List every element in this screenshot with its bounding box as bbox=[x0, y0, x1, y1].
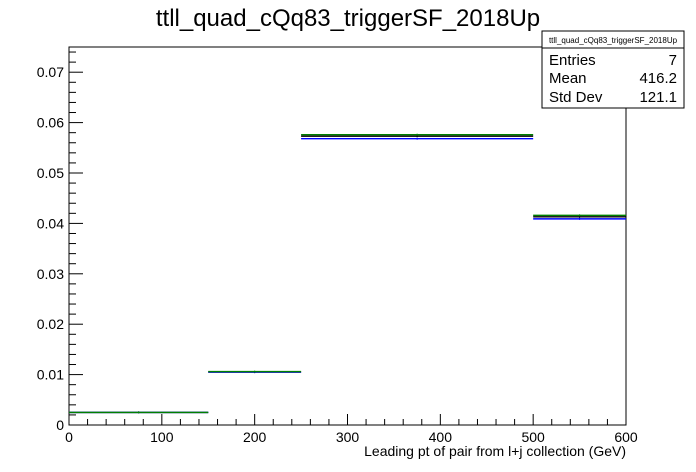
stats-stddev-label: Std Dev bbox=[549, 89, 603, 106]
chart-title: ttll_quad_cQq83_triggerSF_2018Up bbox=[156, 5, 540, 32]
stats-box: ttll_quad_cQq83_triggerSF_2018Up Entries… bbox=[541, 30, 685, 109]
x-tick-label: 0 bbox=[65, 429, 73, 445]
x-axis: 0 100 200 300 400 500 600 bbox=[65, 414, 638, 445]
stats-title: ttll_quad_cQq83_triggerSF_2018Up bbox=[549, 36, 678, 45]
x-axis-label: Leading pt of pair from l+j collection (… bbox=[364, 443, 626, 459]
stats-entries-label: Entries bbox=[549, 52, 596, 69]
y-tick-label: 0.03 bbox=[37, 266, 64, 282]
y-tick-label: 0.05 bbox=[37, 165, 64, 181]
x-tick-label: 500 bbox=[521, 429, 545, 445]
x-tick-label: 400 bbox=[429, 429, 453, 445]
stats-mean-label: Mean bbox=[549, 70, 587, 87]
x-tick-label: 100 bbox=[150, 429, 174, 445]
stats-mean-value: 416.2 bbox=[639, 70, 677, 87]
y-tick-label: 0 bbox=[56, 417, 64, 433]
stats-stddev-value: 121.1 bbox=[639, 89, 677, 106]
y-tick-label: 0.04 bbox=[37, 215, 64, 231]
x-tick-label: 300 bbox=[336, 429, 360, 445]
y-tick-label: 0.06 bbox=[37, 115, 64, 131]
y-axis: 0 0.01 0.02 0.03 0.04 0.05 0.06 0.07 bbox=[37, 51, 83, 433]
histogram-series bbox=[69, 133, 626, 414]
y-tick-label: 0.07 bbox=[37, 64, 64, 80]
x-tick-label: 600 bbox=[614, 429, 638, 445]
stats-box-frame bbox=[541, 30, 685, 109]
x-tick-label: 200 bbox=[243, 429, 267, 445]
stats-entries-value: 7 bbox=[669, 52, 677, 69]
y-tick-label: 0.01 bbox=[37, 367, 64, 383]
y-tick-label: 0.02 bbox=[37, 316, 64, 332]
